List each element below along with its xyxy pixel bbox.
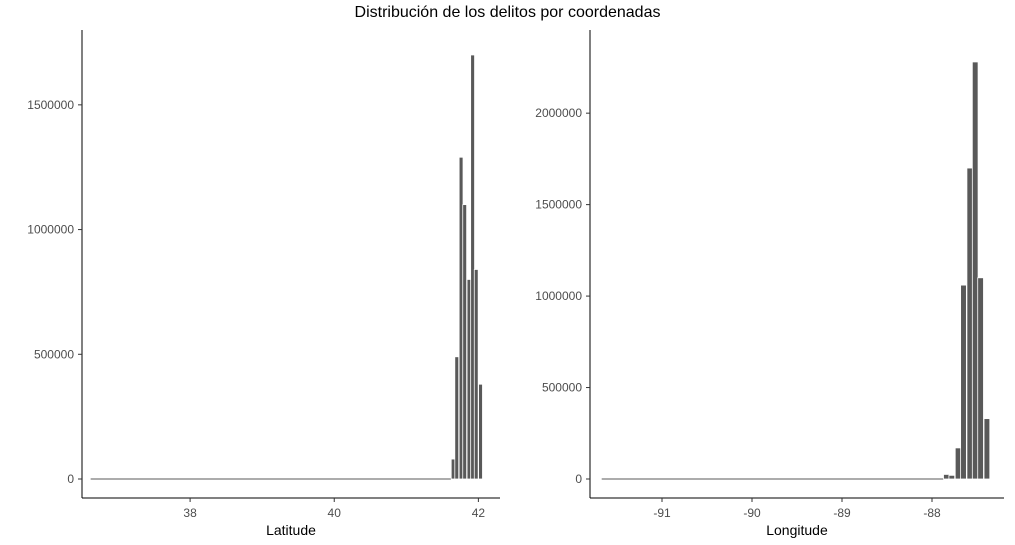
longitude-bar-1 <box>948 474 956 480</box>
latitude-bar-1 <box>454 356 460 480</box>
longitude-histogram-panel: 0 500000 1000000 1500000 2000000 -91 -90 -89 -88… <box>535 30 1004 538</box>
latitude-y-tick-label: 1000000 <box>27 223 74 237</box>
latitude-y-tick-label: 500000 <box>34 347 74 361</box>
longitude-y-tick-label: 1000000 <box>535 289 582 303</box>
longitude-x-tick-label: -90 <box>743 506 761 520</box>
longitude-bar-3 <box>960 284 967 480</box>
latitude-x-tick-label: 40 <box>328 506 342 520</box>
longitude-y-tick-label: 1500000 <box>535 198 582 212</box>
latitude-bar-5 <box>470 54 475 480</box>
latitude-x-axis-title: Latitude <box>266 522 316 538</box>
longitude-x-tick-label: -91 <box>653 506 671 520</box>
longitude-bar-6 <box>977 277 984 480</box>
longitude-y-tick-label: 0 <box>575 472 582 486</box>
longitude-bar-0 <box>943 474 950 480</box>
longitude-y-tick-label: 2000000 <box>535 106 582 120</box>
longitude-x-tick-label: -88 <box>923 506 941 520</box>
longitude-y-tick-label: 500000 <box>542 381 582 395</box>
longitude-x-axis-title: Longitude <box>766 522 828 538</box>
longitude-bar-4 <box>966 167 974 480</box>
longitude-bar-7 <box>983 418 991 480</box>
latitude-bar-6 <box>473 269 479 480</box>
latitude-y-tick-label: 0 <box>67 472 74 486</box>
figure-title: Distribución de los delitos por coordena… <box>354 4 661 21</box>
latitude-bar-3 <box>462 204 468 480</box>
latitude-y-tick-label: 1500000 <box>27 98 74 112</box>
latitude-histogram-panel: 0 500000 1000000 1500000 38 40 42 Latitude <box>27 30 500 538</box>
latitude-x-tick-label: 38 <box>183 506 197 520</box>
longitude-bar-2 <box>954 447 962 480</box>
longitude-bar-5 <box>971 61 979 480</box>
latitude-x-tick-label: 42 <box>472 506 486 520</box>
latitude-bar-7 <box>478 383 483 480</box>
longitude-x-tick-label: -89 <box>833 506 851 520</box>
